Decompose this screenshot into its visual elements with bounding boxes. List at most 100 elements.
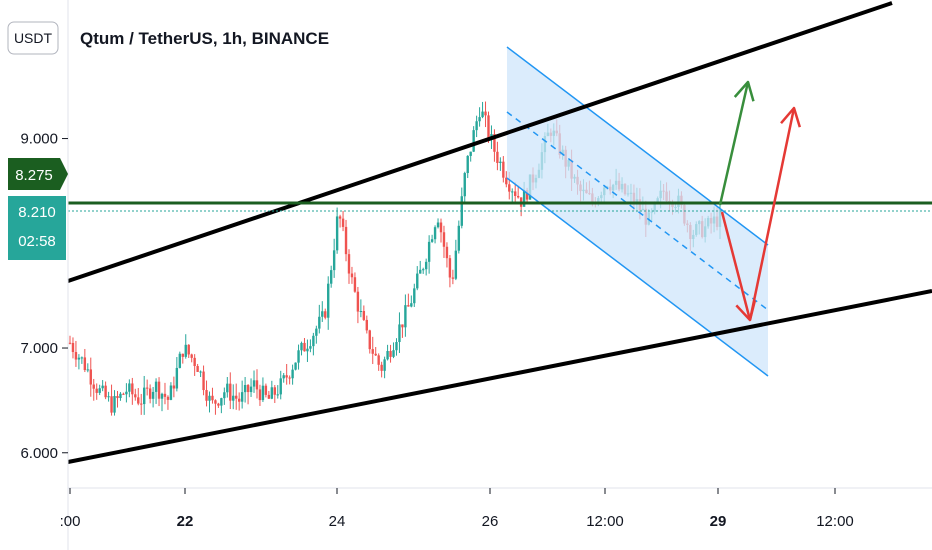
candle bbox=[154, 378, 158, 404]
candle bbox=[327, 276, 330, 330]
candle bbox=[273, 384, 276, 404]
candle bbox=[445, 242, 449, 268]
candle bbox=[107, 391, 110, 402]
candle bbox=[276, 385, 279, 399]
candle bbox=[217, 402, 220, 408]
x-tick-label: 26 bbox=[482, 513, 499, 530]
candle bbox=[71, 337, 75, 359]
candle bbox=[297, 344, 300, 370]
candle bbox=[436, 218, 440, 229]
candle bbox=[237, 392, 241, 411]
horizontal-level-tag: 8.275 bbox=[8, 158, 68, 190]
candle bbox=[258, 384, 262, 406]
candle bbox=[401, 324, 404, 338]
candle bbox=[116, 390, 119, 408]
candle bbox=[163, 382, 167, 405]
candle bbox=[104, 381, 107, 400]
candle bbox=[157, 377, 161, 407]
last-price-tag: 8.210 02:58 bbox=[8, 196, 66, 260]
candle bbox=[178, 351, 182, 369]
candle bbox=[294, 362, 297, 371]
candle bbox=[419, 260, 422, 274]
candle bbox=[134, 388, 137, 401]
currency-badge[interactable]: USDT bbox=[7, 21, 59, 55]
candle bbox=[502, 156, 505, 183]
candle bbox=[338, 214, 342, 228]
x-tick-label: 12:00 bbox=[586, 513, 624, 530]
candle bbox=[193, 354, 196, 376]
candle bbox=[208, 391, 211, 413]
candle bbox=[211, 387, 214, 404]
channel-lower-line bbox=[506, 177, 769, 377]
candle bbox=[119, 392, 122, 401]
horizontal-level-value: 8.275 bbox=[15, 167, 53, 184]
candle bbox=[223, 387, 226, 405]
candle bbox=[389, 344, 392, 363]
candle bbox=[332, 238, 336, 278]
candle bbox=[359, 299, 363, 318]
candle bbox=[356, 286, 360, 324]
candle bbox=[324, 308, 327, 320]
candle bbox=[335, 207, 339, 254]
candle bbox=[386, 344, 389, 361]
x-tick-label: 24 bbox=[329, 513, 346, 530]
candle bbox=[312, 332, 315, 356]
candle bbox=[68, 335, 72, 345]
candle bbox=[261, 377, 265, 403]
candle bbox=[472, 126, 475, 153]
y-tick-label: 7.000 bbox=[20, 340, 58, 357]
candle bbox=[416, 266, 419, 291]
candle bbox=[160, 392, 164, 412]
candle bbox=[175, 357, 179, 392]
candle bbox=[306, 339, 309, 362]
candle bbox=[137, 388, 140, 406]
candle bbox=[288, 375, 291, 385]
candle bbox=[353, 272, 357, 293]
candle bbox=[398, 312, 401, 354]
candle bbox=[255, 369, 259, 399]
candle bbox=[448, 255, 452, 288]
candle bbox=[499, 157, 502, 171]
chart-title: Qtum / TetherUS, 1h, BINANCE bbox=[80, 29, 329, 48]
candle bbox=[303, 338, 306, 352]
candle bbox=[329, 265, 333, 288]
channel-upper-line bbox=[506, 46, 769, 246]
candle bbox=[377, 353, 380, 371]
candle bbox=[309, 339, 312, 353]
candle bbox=[463, 171, 466, 202]
candle bbox=[484, 101, 487, 128]
candle bbox=[451, 269, 455, 285]
candle bbox=[395, 338, 398, 356]
x-tick-label: 29 bbox=[710, 513, 727, 530]
candle bbox=[380, 361, 383, 378]
candle bbox=[205, 380, 208, 407]
candle bbox=[350, 266, 354, 284]
candle bbox=[83, 348, 87, 373]
candle bbox=[410, 295, 413, 308]
candle bbox=[243, 377, 247, 403]
candle bbox=[122, 392, 125, 395]
arrow-shaft bbox=[720, 211, 752, 321]
y-tick-label: 9.000 bbox=[20, 131, 58, 148]
candle bbox=[128, 379, 131, 398]
candle bbox=[475, 115, 478, 138]
candle bbox=[172, 376, 176, 398]
candle bbox=[232, 384, 235, 410]
bullish-arrow bbox=[718, 80, 755, 206]
upper-trendline bbox=[67, 1, 893, 283]
candle bbox=[424, 258, 428, 276]
candle bbox=[430, 234, 434, 243]
candle bbox=[469, 151, 472, 162]
candle bbox=[184, 334, 187, 359]
candle bbox=[143, 375, 146, 415]
candle bbox=[496, 141, 499, 171]
candle bbox=[285, 363, 288, 385]
candle bbox=[413, 283, 416, 307]
lower-trendline bbox=[67, 289, 932, 464]
x-tick-label: 22 bbox=[177, 513, 194, 530]
candle bbox=[404, 294, 407, 337]
candle bbox=[181, 353, 184, 364]
candle bbox=[92, 378, 95, 401]
candle bbox=[226, 377, 229, 398]
